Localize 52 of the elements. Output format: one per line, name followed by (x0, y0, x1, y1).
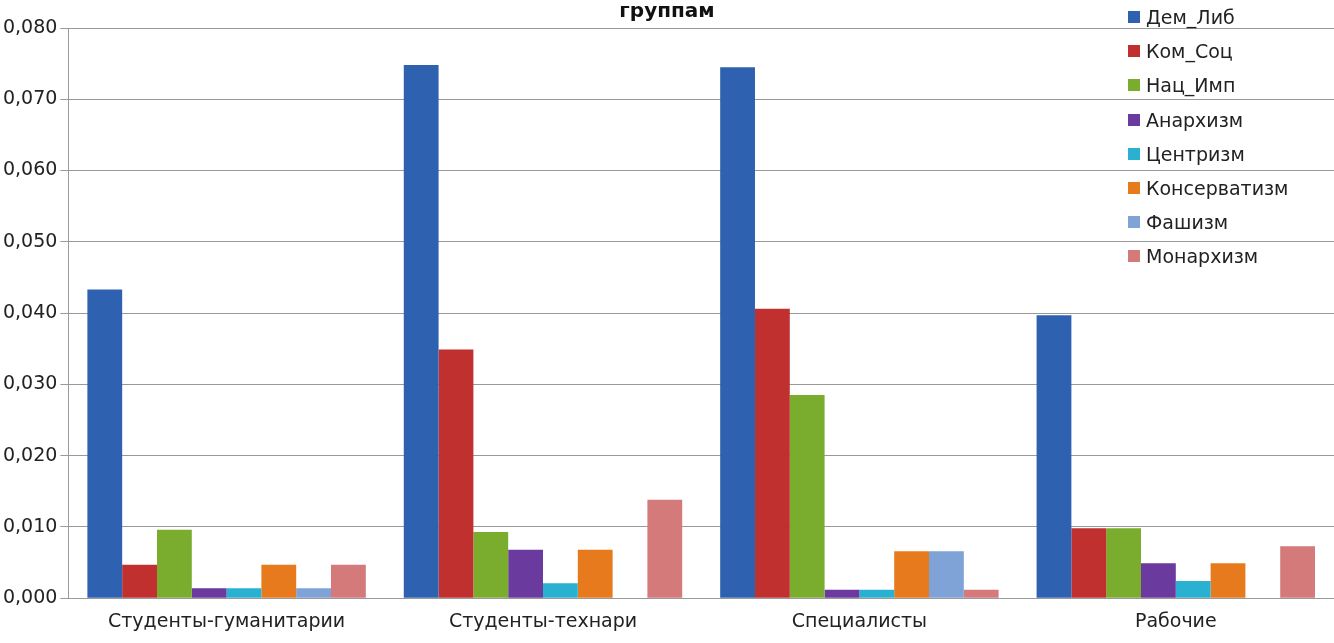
y-tick-label: 0,010 (2, 513, 58, 536)
bar (1140, 563, 1176, 598)
bar (1280, 546, 1316, 598)
legend-label: Фашизм (1146, 211, 1229, 234)
bar (754, 308, 790, 598)
bar (87, 289, 123, 598)
x-tick-label: Студенты-гуманитарии (107, 608, 346, 631)
bar (647, 499, 683, 598)
bar (403, 65, 439, 598)
y-tick-label: 0,040 (2, 300, 58, 323)
bar (1036, 315, 1072, 598)
legend-label: Консерватизм (1146, 177, 1289, 200)
y-tick-label: 0,060 (2, 157, 58, 180)
bar (156, 529, 192, 598)
bar (226, 588, 262, 598)
bar (789, 395, 825, 598)
chart-title: группам (619, 0, 715, 23)
x-tick-label: Рабочие (1134, 608, 1217, 631)
bar (929, 551, 964, 598)
legend-label: Ком_Соц (1146, 40, 1233, 63)
y-tick-label: 0,070 (2, 86, 58, 109)
x-tick-label: Специалисты (791, 608, 928, 631)
bar (577, 549, 613, 598)
bar (894, 551, 930, 598)
bar (438, 349, 474, 598)
x-tick-label: Студенты-технари (448, 608, 638, 631)
bar (1175, 581, 1211, 598)
bar (1210, 563, 1246, 598)
y-tick-label: 0,000 (2, 585, 58, 608)
bar (331, 564, 366, 598)
bar (191, 588, 227, 598)
bar (296, 588, 332, 598)
legend-label: Центризм (1146, 142, 1245, 165)
bar (508, 549, 543, 598)
y-tick-label: 0,080 (2, 14, 58, 37)
legend-label: Нац_Имп (1146, 74, 1236, 97)
legend-label: Дем_Либ (1146, 6, 1235, 29)
legend-label: Анархизм (1146, 108, 1244, 131)
bar (122, 564, 157, 598)
bar (720, 67, 755, 598)
bar (963, 589, 999, 598)
bar (473, 531, 509, 598)
bar (1106, 528, 1141, 598)
y-tick-label: 0,020 (2, 442, 58, 465)
bar (543, 583, 578, 598)
y-tick-label: 0,030 (2, 371, 58, 394)
legend-label: Монархизм (1146, 245, 1259, 268)
bar (261, 564, 297, 598)
bar (1071, 528, 1107, 598)
y-tick-label: 0,050 (2, 228, 58, 251)
bar (824, 589, 860, 598)
bar (859, 589, 895, 598)
